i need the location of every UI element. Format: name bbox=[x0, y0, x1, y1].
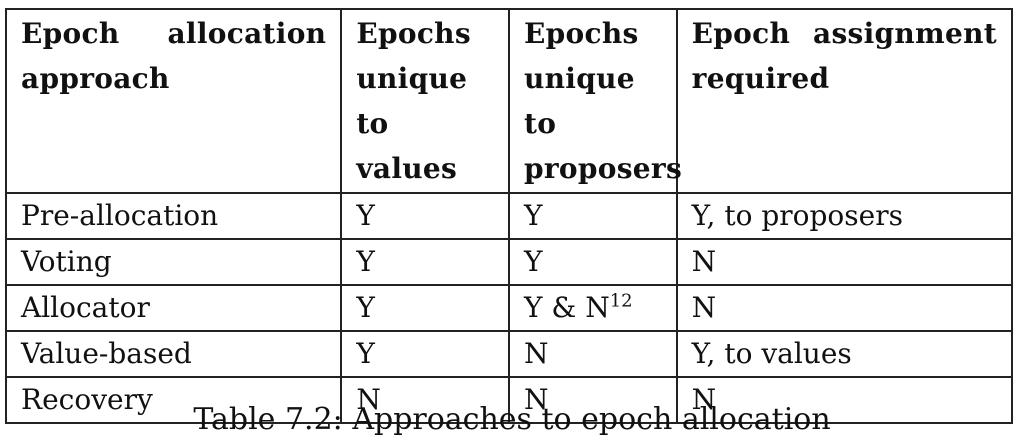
table-row: Allocator Y Y & N12 N bbox=[4, 284, 1014, 332]
cell-approach: Recovery bbox=[4, 376, 343, 424]
table-row: Recovery N N N bbox=[4, 376, 1014, 424]
cell-unique-values: Y bbox=[340, 192, 510, 240]
table-row: Value-based Y N Y, to values bbox=[4, 330, 1014, 378]
table-header-row: Epoch allocation approach Epochs unique … bbox=[4, 8, 1014, 194]
footnote-marker: 12 bbox=[609, 290, 633, 312]
header-assignment-required: Epoch assignment required bbox=[675, 8, 1014, 194]
cell-unique-values: N bbox=[340, 376, 510, 424]
cell-assignment: N bbox=[675, 238, 1014, 286]
table-row: Pre-allocation Y Y Y, to proposers bbox=[4, 192, 1014, 240]
cell-approach: Allocator bbox=[4, 284, 343, 332]
table-caption: Table 7.2: Approaches to epoch allocatio… bbox=[193, 402, 831, 437]
cell-unique-proposers: N bbox=[507, 376, 678, 424]
epoch-allocation-table: Epoch allocation approach Epochs unique … bbox=[4, 8, 1014, 424]
cell-unique-proposers-text: Y & N bbox=[523, 291, 610, 324]
header-unique-to-values: Epochs unique to values bbox=[340, 8, 510, 194]
header-allocation-approach: Epoch allocation approach bbox=[4, 8, 343, 194]
table-row: Voting Y Y N bbox=[4, 238, 1014, 286]
cell-unique-proposers: N bbox=[507, 330, 678, 378]
epoch-allocation-table-container: Epoch allocation approach Epochs unique … bbox=[4, 8, 1014, 424]
cell-unique-proposers-with-footnote: Y & N12 bbox=[507, 284, 678, 332]
cell-assignment: Y, to values bbox=[675, 330, 1014, 378]
cell-unique-values: Y bbox=[340, 284, 510, 332]
cell-assignment: Y, to proposers bbox=[675, 192, 1014, 240]
cell-approach: Pre-allocation bbox=[4, 192, 343, 240]
cell-assignment: N bbox=[675, 284, 1014, 332]
cell-approach: Voting bbox=[4, 238, 343, 286]
cell-unique-values: Y bbox=[340, 330, 510, 378]
cell-assignment: N bbox=[675, 376, 1014, 424]
cell-unique-proposers: Y bbox=[507, 238, 678, 286]
cell-approach: Value-based bbox=[4, 330, 343, 378]
header-unique-to-proposers: Epochs unique to proposers bbox=[507, 8, 682, 194]
cell-unique-proposers: Y bbox=[507, 192, 678, 240]
cell-unique-values: Y bbox=[340, 238, 510, 286]
